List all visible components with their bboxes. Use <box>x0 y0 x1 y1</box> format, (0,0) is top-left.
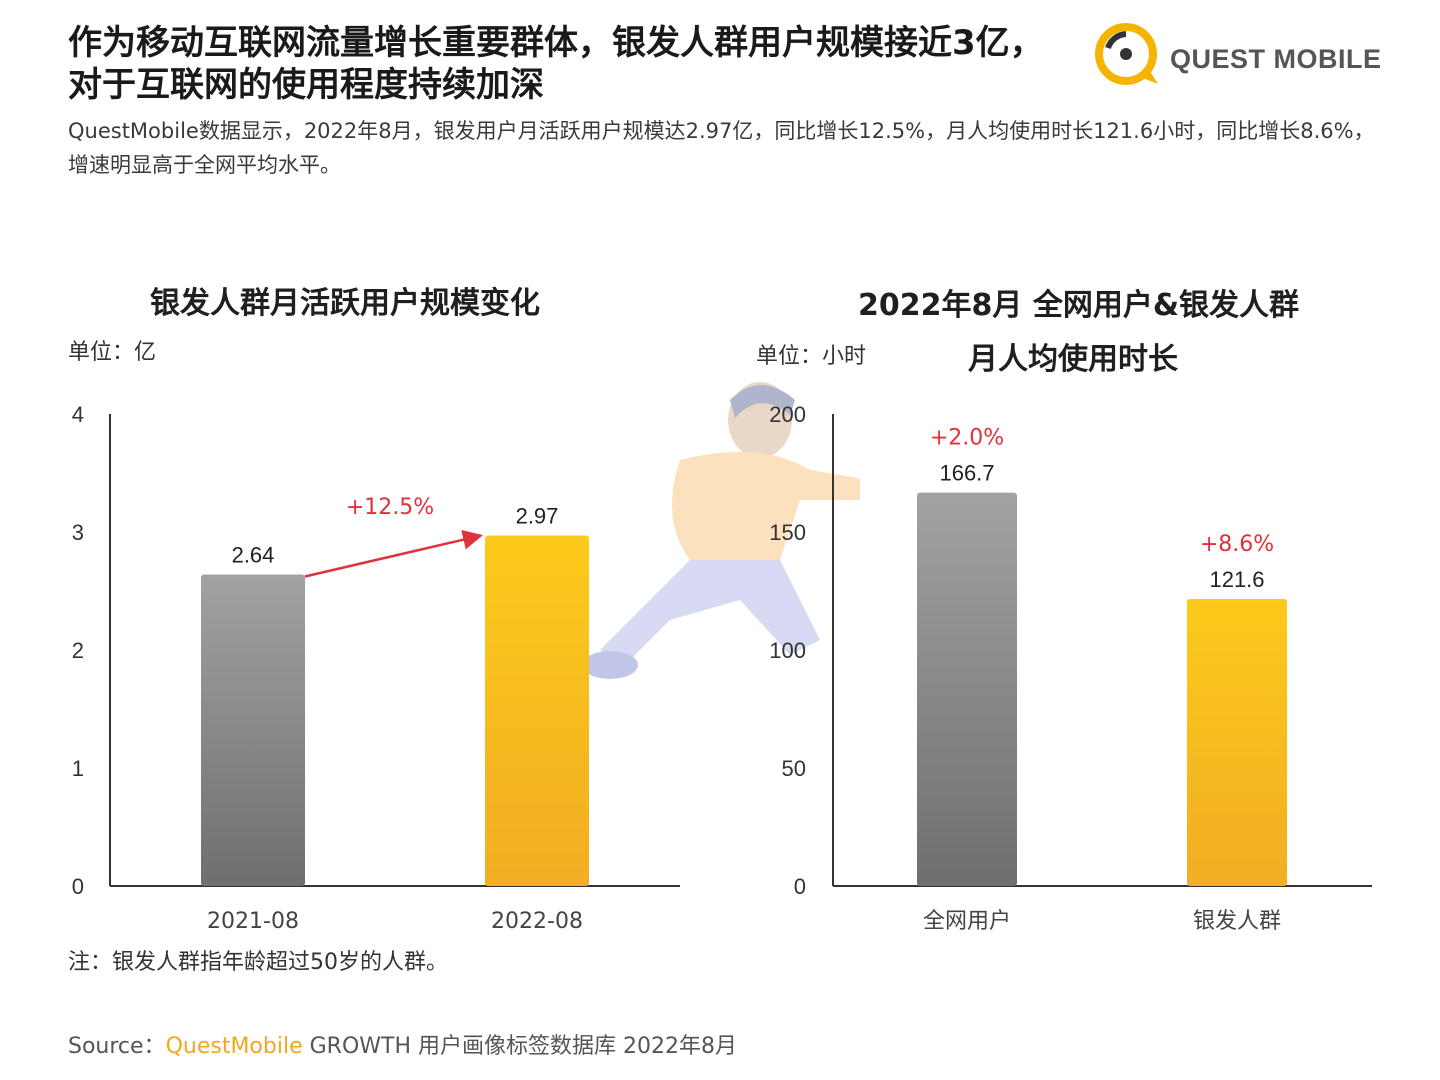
chart2-unit-label: 单位：小时 <box>756 344 867 369</box>
chart2-bar <box>1187 599 1287 886</box>
page-headline: 作为移动互联网流量增长重要群体，银发人群用户规模接近3亿， 对于互联网的使用程度… <box>68 22 1088 106</box>
logo-tail-icon <box>1138 68 1158 84</box>
source-line: Source：QuestMobile GROWTH 用户画像标签数据库 2022… <box>68 1028 737 1060</box>
chart1-y-tick-label: 1 <box>72 756 84 781</box>
chart2-usage-time-bar-chart: 0 50 100 150 200 166.7 全网用户 +2.0% 121.6 银发人群 +8.6% <box>769 402 1372 934</box>
source-label: Source： <box>68 1034 166 1059</box>
chart2-x-tick-label: 全网用户 <box>923 909 1011 934</box>
logo-ring-icon <box>1095 23 1157 85</box>
chart1-value-label: 2.97 <box>516 504 559 529</box>
source-detail: GROWTH 用户画像标签数据库 2022年8月 <box>302 1034 737 1059</box>
chart2-growth-label: +2.0% <box>930 426 1004 451</box>
chart2-bar <box>917 492 1017 886</box>
chart1-bar <box>201 574 305 886</box>
chart2-y-tick-label: 50 <box>782 756 806 781</box>
chart1-x-tick-label: 2022-08 <box>491 909 583 934</box>
chart1-y-tick-label: 3 <box>72 520 84 545</box>
headline-line-2: 对于互联网的使用程度持续加深 <box>68 65 544 105</box>
chart2-y-tick-label: 200 <box>769 402 806 427</box>
chart1-growth-label: +12.5% <box>346 495 434 520</box>
chart1-y-tick-label: 0 <box>72 874 84 899</box>
chart1-bar <box>485 535 589 886</box>
chart1-x-tick-label: 2021-08 <box>207 909 299 934</box>
page-subtitle: QuestMobile数据显示，2022年8月，银发用户月活跃用户规模达2.97… <box>68 119 1375 177</box>
chart1-title: 银发人群月活跃用户规模变化 <box>150 286 540 321</box>
chart2-value-label: 121.6 <box>1209 567 1264 592</box>
chart2-growth-label: +8.6% <box>1200 532 1274 557</box>
running-person-illustration <box>582 382 860 679</box>
questmobile-logo <box>1095 23 1158 85</box>
footnote: 注：银发人群指年龄超过50岁的人群。 <box>68 950 448 975</box>
chart2-value-label: 166.7 <box>939 461 994 486</box>
chart2-x-tick-label: 银发人群 <box>1193 909 1281 934</box>
chart1-growth-arrow <box>304 529 483 578</box>
chart2-y-tick-label: 0 <box>794 874 806 899</box>
logo-dot-icon <box>1120 48 1132 60</box>
logo-text: QUEST MOBILE <box>1170 44 1382 74</box>
chart1-y-tick-label: 2 <box>72 638 84 663</box>
chart1-y-tick-label: 4 <box>72 402 84 427</box>
chart1-mau-bar-chart: 0 1 2 3 4 2.64 2021-08 2.97 2022-08 +12.5% <box>72 402 680 934</box>
chart2-title-line-1: 2022年8月 全网用户&银发人群 <box>858 288 1299 323</box>
logo-arc-icon <box>1105 31 1127 50</box>
chart2-y-tick-label: 100 <box>769 638 806 663</box>
headline-line-1: 作为移动互联网流量增长重要群体，银发人群用户规模接近3亿， <box>68 23 1044 63</box>
source-brand: QuestMobile <box>165 1034 303 1059</box>
chart2-title-line-2: 月人均使用时长 <box>968 342 1178 377</box>
chart2-y-tick-label: 150 <box>769 520 806 545</box>
chart1-unit-label: 单位：亿 <box>68 340 157 365</box>
chart1-value-label: 2.64 <box>232 542 275 567</box>
